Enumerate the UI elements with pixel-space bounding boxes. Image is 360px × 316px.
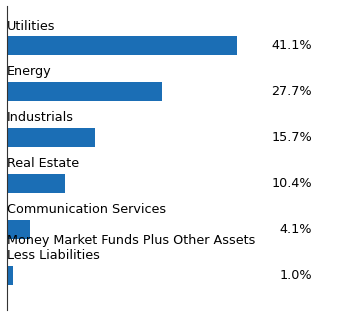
Text: Industrials: Industrials	[7, 112, 74, 125]
Bar	[7, 128, 95, 147]
Text: 41.1%: 41.1%	[271, 39, 312, 52]
Bar	[7, 36, 237, 55]
Text: 10.4%: 10.4%	[271, 177, 312, 190]
Text: Money Market Funds Plus Other Assets
Less Liabilities: Money Market Funds Plus Other Assets Les…	[7, 234, 256, 262]
Bar	[7, 265, 13, 285]
Text: 27.7%: 27.7%	[271, 85, 312, 98]
Bar	[7, 220, 30, 239]
Text: 4.1%: 4.1%	[280, 223, 312, 236]
Text: Real Estate: Real Estate	[7, 157, 79, 170]
Text: 1.0%: 1.0%	[280, 269, 312, 282]
Text: Utilities: Utilities	[7, 20, 56, 33]
Bar	[7, 173, 65, 193]
Text: Energy: Energy	[7, 65, 52, 78]
Text: Communication Services: Communication Services	[7, 204, 166, 216]
Text: 15.7%: 15.7%	[271, 131, 312, 144]
Bar	[7, 82, 162, 101]
